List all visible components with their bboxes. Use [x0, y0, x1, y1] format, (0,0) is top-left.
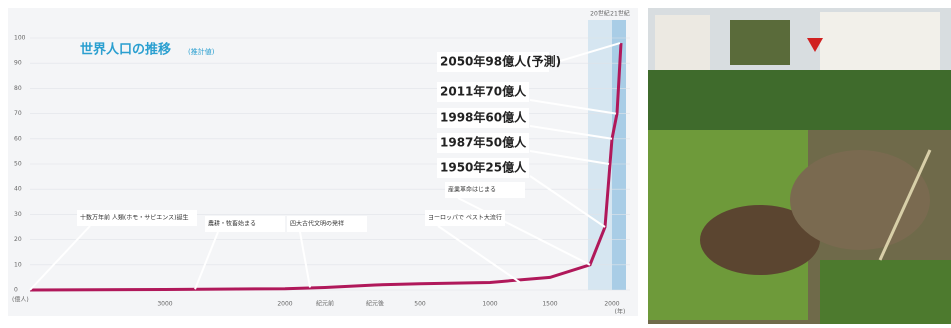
annotation-box	[445, 182, 525, 198]
annotation-leader	[529, 150, 610, 165]
x-tick-label: 1000	[482, 301, 497, 308]
y-tick-label: 90	[14, 60, 22, 67]
annotation-box	[205, 216, 285, 232]
y-tick-label: 10	[14, 261, 22, 268]
y-axis-label: (億人)	[12, 296, 29, 304]
x-tick-label: 3000	[157, 301, 172, 308]
annotation: ヨーロッパで ペスト大流行	[428, 214, 502, 222]
annotation-box	[425, 210, 505, 226]
chart-subtitle: (推計値)	[188, 47, 215, 56]
annotation-box	[77, 210, 197, 226]
annotation-leader	[529, 42, 621, 71]
y-tick-label: 80	[14, 85, 22, 92]
y-tick-label: 30	[14, 211, 22, 218]
annotation-box	[287, 216, 367, 232]
annotation-box	[437, 108, 529, 128]
annotation: 産業革命はじまる	[448, 186, 496, 194]
annotation-box	[437, 82, 529, 102]
y-tick-label: 50	[14, 161, 22, 168]
annotation-box	[437, 52, 549, 72]
annotation-leader	[437, 225, 521, 284]
y-tick-label: 70	[14, 110, 22, 117]
annotation: 2011年70億人	[440, 84, 527, 99]
x-tick-label: 1500	[542, 301, 557, 308]
y-tick-label: 0	[14, 287, 18, 294]
annotation: 農耕・牧畜始まる	[208, 220, 256, 228]
annotation-leader	[457, 197, 591, 266]
annotation-leader	[29, 225, 91, 291]
y-tick-label: 100	[14, 35, 26, 42]
era-label: 20世紀	[590, 10, 610, 18]
annotation-leader	[299, 231, 311, 288]
y-tick-label: 60	[14, 135, 22, 142]
annotation: 2050年98億人(予測)	[440, 54, 561, 69]
x-tick-label: 500	[414, 301, 426, 308]
x-tick-label: 紀元後	[366, 300, 384, 308]
century-band	[588, 20, 612, 290]
annotation-leader	[529, 175, 606, 228]
x-tick-label: 紀元前	[316, 300, 334, 308]
y-tick-label: 20	[14, 236, 22, 243]
x-axis-label: (年)	[615, 308, 626, 316]
annotation-box	[437, 133, 529, 153]
y-tick-label: 40	[14, 186, 22, 193]
annotation: 1987年50億人	[440, 135, 527, 150]
annotation: 1998年60億人	[440, 110, 527, 125]
annotation-leader	[194, 231, 219, 290]
annotation: 1950年25億人	[440, 160, 527, 175]
annotation: 十数万年前 人類(ホモ・サピエンス)誕生	[80, 214, 188, 222]
annotation-box	[437, 158, 529, 178]
era-label: 21世紀	[610, 10, 630, 18]
annotation-leader	[529, 125, 613, 140]
chart-title: 世界人口の推移	[80, 42, 171, 58]
x-tick-label: 2000	[277, 301, 292, 308]
x-tick-label: 2000	[604, 301, 619, 308]
annotation-leader	[529, 99, 617, 115]
century-band	[612, 20, 626, 290]
photo	[648, 8, 951, 324]
annotation: 四大古代文明の発祥	[290, 220, 344, 228]
